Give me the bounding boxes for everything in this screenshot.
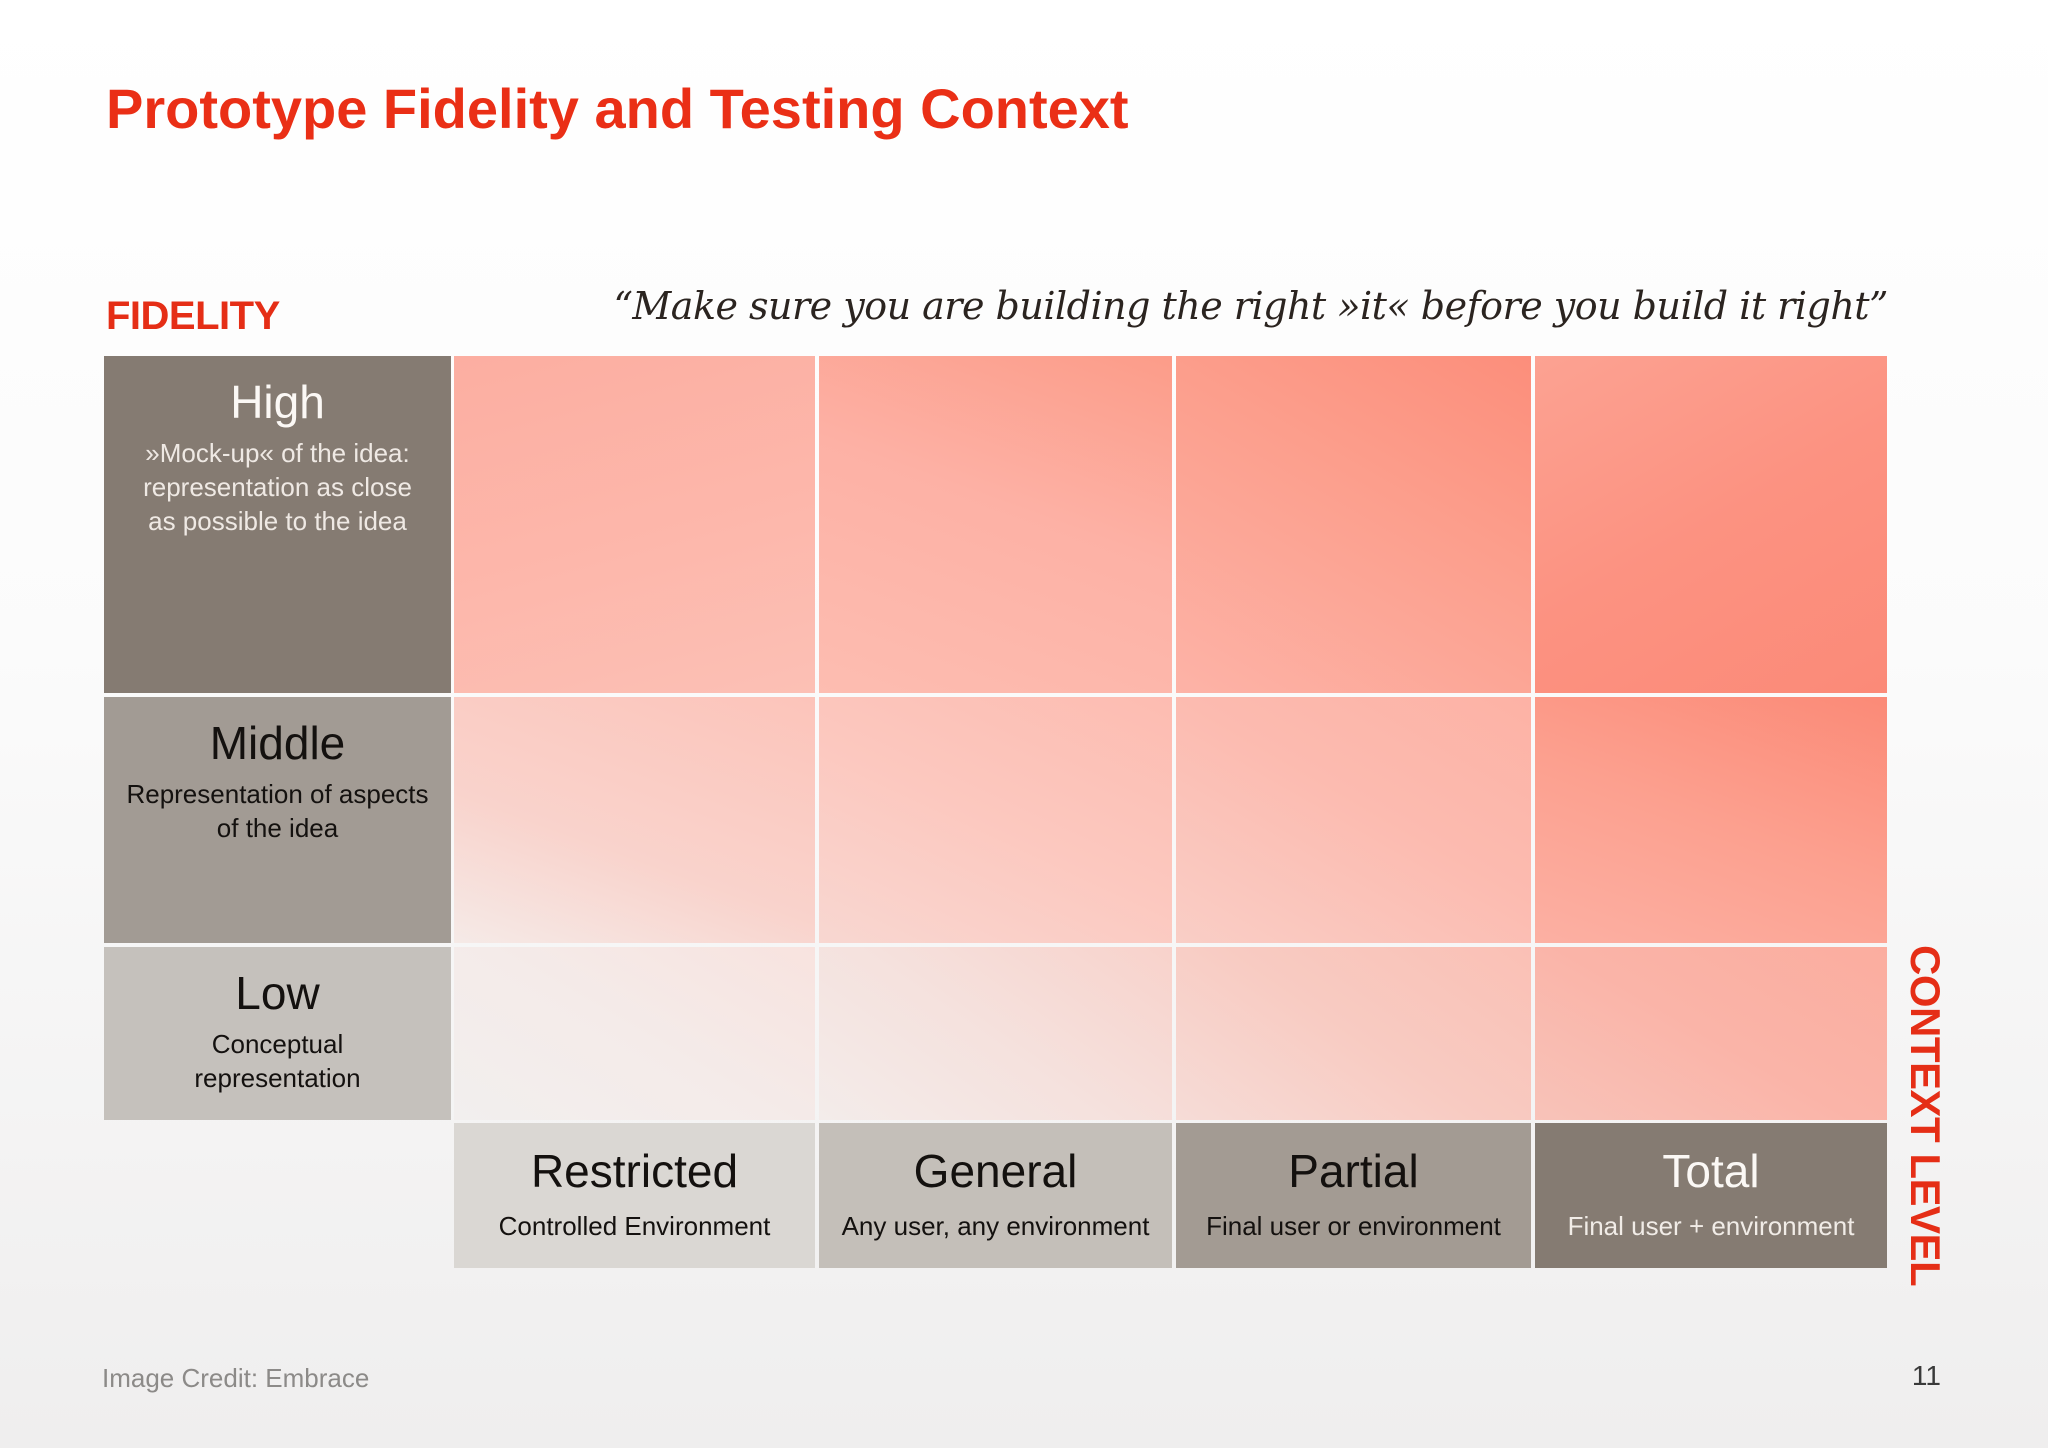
fidelity-row-middle: Middle Representation of aspects of the … (104, 697, 451, 943)
slide-title: Prototype Fidelity and Testing Context (106, 77, 1129, 140)
fidelity-level-description: »Mock-up« of the idea: representation as… (143, 438, 412, 536)
matrix-cell-low-general (819, 947, 1172, 1120)
matrix-cell-high-partial (1176, 356, 1531, 693)
context-level-description: Final user or environment (1206, 1211, 1501, 1241)
matrix-cell-middle-total (1535, 697, 1887, 943)
matrix-cell-high-restricted (454, 356, 815, 693)
fidelity-level-description: Conceptual representation (194, 1029, 361, 1093)
fidelity-level-name: High (230, 376, 325, 428)
fidelity-axis-label: FIDELITY (106, 294, 280, 338)
fidelity-level-name: Low (235, 967, 320, 1019)
matrix-cell-middle-partial (1176, 697, 1531, 943)
context-level-name: Partial (1288, 1145, 1419, 1197)
matrix-cell-low-partial (1176, 947, 1531, 1120)
context-level-name: Restricted (530, 1145, 739, 1197)
matrix-cell-high-total (1535, 356, 1887, 693)
page-number: 11 (1911, 1360, 1941, 1391)
matrix-cell-low-restricted (454, 947, 815, 1120)
context-level-name: Total (1662, 1145, 1760, 1197)
fidelity-row-low: Low Conceptual representation (104, 947, 451, 1120)
quote: “Make sure you are building the right »i… (613, 284, 1888, 328)
context-level-description: Any user, any environment (841, 1211, 1150, 1241)
context-column-general: General Any user, any environment (819, 1123, 1172, 1268)
matrix-cell-high-general (819, 356, 1172, 693)
matrix-cell-middle-restricted (454, 697, 815, 943)
image-credit: Image Credit: Embrace (102, 1363, 370, 1393)
context-column-restricted: Restricted Controlled Environment (454, 1123, 815, 1268)
context-level-name: General (913, 1145, 1078, 1197)
context-column-total: Total Final user + environment (1535, 1123, 1887, 1268)
fidelity-level-description: Representation of aspects of the idea (126, 779, 429, 843)
fidelity-level-name: Middle (209, 717, 346, 769)
context-level-description: Final user + environment (1567, 1211, 1855, 1241)
matrix-cell-middle-general (819, 697, 1172, 943)
context-level-axis-label: CONTEXT LEVEL (1902, 945, 1949, 1287)
fidelity-row-high: High »Mock-up« of the idea: representati… (104, 356, 451, 693)
matrix-cell-low-total (1535, 947, 1887, 1120)
context-column-partial: Partial Final user or environment (1176, 1123, 1531, 1268)
context-level-description: Controlled Environment (498, 1211, 771, 1241)
